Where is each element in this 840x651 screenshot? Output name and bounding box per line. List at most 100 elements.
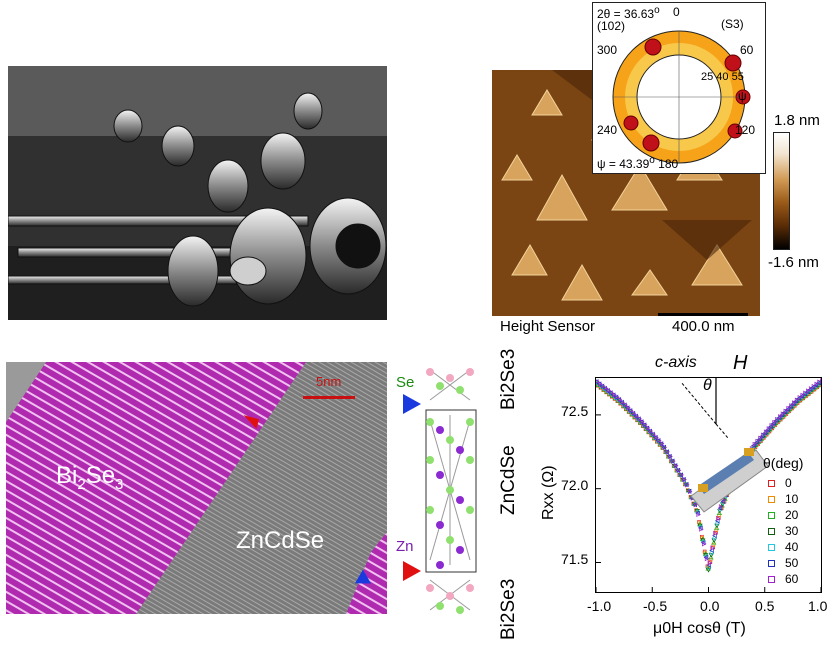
data-point	[768, 424, 773, 430]
data-point	[626, 405, 631, 411]
data-point	[606, 387, 611, 393]
data-point	[792, 400, 797, 406]
data-point	[808, 386, 814, 392]
ytick-72-0: 72.0	[561, 477, 589, 493]
tem-image: 5nm Bi2Se3 ZnCdSe	[6, 362, 387, 614]
layer-top-label: Bi2Se3	[498, 348, 519, 410]
legend: 0 10 20 30 40 50 60	[768, 476, 820, 588]
data-point	[720, 498, 726, 505]
legend-label: 10	[785, 492, 799, 506]
data-point	[714, 523, 720, 529]
xtick-0: 0.0	[700, 598, 720, 614]
data-point	[645, 425, 651, 431]
data-point	[700, 540, 706, 546]
angle-240: 240	[597, 123, 618, 137]
data-point	[771, 420, 776, 427]
colorbar	[773, 132, 790, 250]
data-point	[707, 560, 713, 566]
zn-arrow-icon	[403, 561, 421, 581]
y-axis-label: Rxx (Ω)	[540, 465, 557, 520]
afm-caption: Height Sensor	[500, 318, 596, 335]
legend-label: 30	[785, 524, 799, 538]
legend-entry: 60	[768, 572, 798, 586]
legend-entry: 10	[768, 492, 798, 506]
data-point	[772, 419, 777, 426]
data-point	[676, 467, 682, 473]
data-point	[817, 379, 821, 385]
data-point	[703, 554, 709, 561]
sample-label: (S3)	[721, 17, 744, 31]
data-point	[708, 554, 714, 560]
data-point	[623, 402, 628, 408]
data-point	[777, 414, 783, 420]
data-point	[755, 438, 761, 444]
pole-figure-inset: 2θ = 36.63o 0 (102) (S3) 300 60 25 40 55…	[592, 2, 766, 174]
data-point	[662, 444, 668, 450]
data-point	[711, 540, 717, 545]
legend-entry: 30	[768, 524, 798, 538]
data-point	[603, 385, 609, 391]
data-point	[794, 397, 800, 403]
data-point	[637, 416, 642, 422]
data-point	[700, 536, 705, 540]
contact-pad	[744, 448, 754, 456]
data-point	[708, 557, 713, 562]
data-point	[681, 476, 686, 483]
data-point	[806, 388, 811, 394]
legend-label: 50	[785, 556, 799, 570]
data-point	[711, 538, 717, 544]
data-point	[788, 403, 793, 410]
h-label: H	[733, 352, 748, 374]
data-point	[765, 427, 771, 433]
data-point	[761, 432, 766, 438]
data-point	[672, 463, 678, 469]
data-point	[717, 513, 722, 518]
data-point	[695, 510, 700, 516]
data-point	[628, 407, 634, 414]
data-point	[600, 383, 606, 389]
data-point	[642, 422, 648, 428]
data-point	[596, 379, 599, 385]
data-point	[718, 504, 724, 510]
data-point	[714, 528, 719, 533]
data-point	[612, 392, 617, 398]
xtick-neg1: -1.0	[587, 598, 612, 614]
data-point	[713, 530, 718, 536]
data-point	[776, 415, 782, 421]
data-point	[789, 403, 794, 409]
legend-marker-icon	[768, 543, 775, 551]
data-point	[668, 453, 673, 460]
legend-entry: 20	[768, 508, 798, 522]
data-point	[754, 439, 759, 445]
data-point	[775, 416, 780, 423]
data-point	[631, 410, 637, 416]
data-point	[661, 444, 667, 450]
plane-label: (102)	[597, 19, 626, 33]
normal-line	[715, 423, 729, 439]
two-theta-label: 2θ = 36.63o	[597, 5, 660, 21]
mbe-system-photo	[8, 66, 387, 320]
legend-label: 20	[785, 508, 799, 522]
legend-marker-icon	[768, 575, 775, 583]
data-point	[665, 449, 671, 455]
legend-entry: 50	[768, 556, 798, 570]
ytick-72-5: 72.5	[561, 403, 589, 419]
data-point	[687, 488, 693, 495]
data-point	[705, 568, 712, 573]
data-point	[675, 467, 681, 473]
data-point	[710, 545, 716, 551]
data-point	[634, 413, 640, 419]
data-point	[717, 506, 723, 512]
data-point	[667, 453, 672, 460]
film-layer	[698, 452, 754, 494]
data-point	[803, 390, 808, 396]
legend-label: 40	[785, 540, 799, 554]
xtick-neg05: -0.5	[643, 598, 668, 614]
data-point	[762, 430, 768, 436]
data-point	[614, 394, 620, 400]
data-point	[720, 500, 726, 506]
angle-120: 120	[735, 123, 756, 137]
legend-marker-icon	[768, 479, 775, 487]
data-point	[717, 505, 723, 511]
data-point	[716, 510, 723, 516]
